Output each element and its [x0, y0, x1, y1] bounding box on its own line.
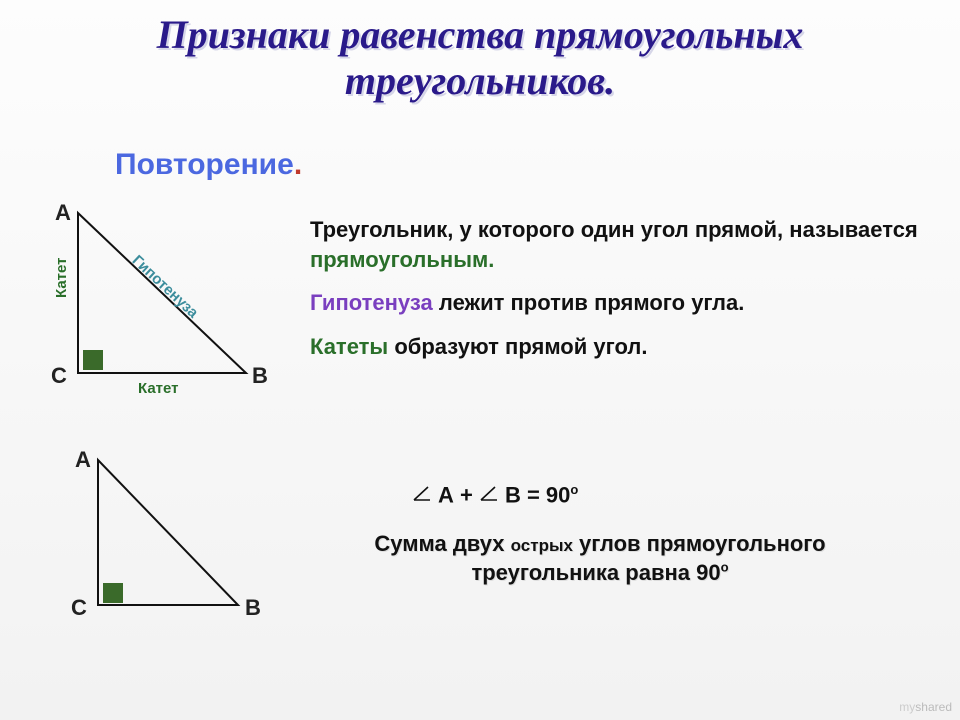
angle-sum-statement: Сумма двух острых углов прямоугольного т…	[320, 530, 880, 587]
watermark-rest: shared	[915, 700, 952, 714]
title-line-2: треугольников.	[345, 58, 615, 103]
triangle-1-diagram: А С В Катет Катет Гипотенуза	[38, 198, 273, 398]
vertex-a-label-1: А	[55, 200, 71, 225]
vertex-b-label-2: В	[245, 595, 261, 620]
formula-part-b: В = 90	[505, 482, 570, 507]
right-angle-marker-2	[103, 583, 123, 603]
title-line-1: Признаки равенства прямоугольных	[157, 12, 804, 57]
sum-part-small: острых	[511, 536, 573, 555]
def3-text: образуют прямой угол.	[388, 334, 647, 359]
watermark-my: my	[899, 700, 915, 714]
cathet-v-label: Катет	[53, 257, 70, 298]
vertex-c-label-2: С	[71, 595, 87, 620]
def-line-1: Треугольник, у которого один угол прямой…	[310, 215, 925, 274]
sum-part-a: Сумма двух	[374, 531, 510, 556]
vertex-b-label-1: В	[252, 363, 268, 388]
hypotenuse-label: Гипотенуза	[129, 252, 202, 322]
def2-highlight: Гипотенуза	[310, 290, 433, 315]
def3-highlight: Катеты	[310, 334, 388, 359]
formula-degree: о	[570, 482, 578, 497]
right-angle-marker-1	[83, 350, 103, 370]
triangle-2-diagram: А С В	[58, 445, 263, 625]
vertex-c-label-1: С	[51, 363, 67, 388]
formula-part-a: А +	[438, 482, 479, 507]
def2-text: лежит против прямого угла.	[433, 290, 745, 315]
angle-icon	[412, 483, 432, 509]
slide-title: Признаки равенства прямоугольных треугол…	[0, 12, 960, 104]
vertex-a-label-2: А	[75, 447, 91, 472]
def-line-2: Гипотенуза лежит против прямого угла.	[310, 288, 925, 318]
watermark: myshared	[899, 700, 952, 714]
def1-highlight: прямоугольным.	[310, 247, 494, 272]
angle-sum-formula: А + В = 90о	[412, 482, 578, 509]
def1-text: Треугольник, у которого один угол прямой…	[310, 217, 918, 242]
angle-icon	[479, 483, 499, 509]
subtitle-dot: .	[294, 148, 302, 181]
slide: Признаки равенства прямоугольных треугол…	[0, 0, 960, 720]
def-line-3: Катеты образуют прямой угол.	[310, 332, 925, 362]
subtitle-text: Повторение	[115, 148, 294, 181]
sum-degree: о	[721, 559, 729, 574]
cathet-h-label: Катет	[138, 380, 179, 397]
subtitle: Повторение.	[115, 148, 302, 182]
definitions-block: Треугольник, у которого один угол прямой…	[310, 215, 925, 376]
